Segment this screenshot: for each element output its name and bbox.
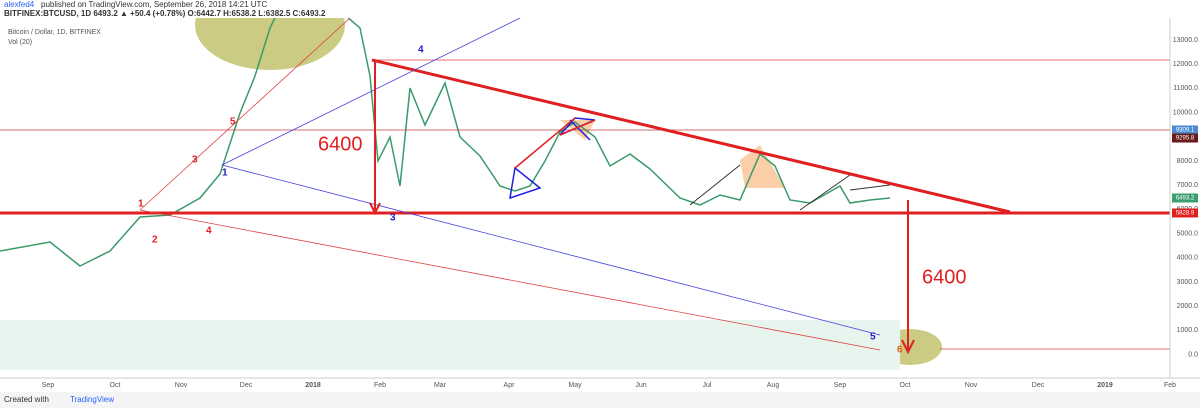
time-label: 2018 [305, 382, 321, 389]
annotation: 5 [870, 332, 876, 343]
time-label: Sep [834, 382, 847, 389]
price-label: 5000.0 [1177, 230, 1199, 237]
indicator: Vol (20) [8, 39, 32, 46]
price-label: 2000.0 [1177, 303, 1199, 310]
plot [0, 18, 1170, 370]
trend-line [221, 164, 881, 336]
time-label: Jun [635, 382, 646, 389]
time-label: Feb [1164, 382, 1176, 389]
annotation: 6400 [922, 266, 967, 288]
symbol-line: BITFINEX:BTCUSD, 1D 6493.2 ▲ +50.4 (+0.7… [4, 9, 326, 18]
trend-line [371, 58, 1011, 214]
time-label: May [568, 382, 582, 389]
price-label: 12000.0 [1173, 61, 1198, 68]
footer-bar [0, 392, 1200, 408]
price-badge [1172, 125, 1198, 135]
price-label: 3000.0 [1177, 279, 1199, 286]
price-label: 7000.0 [1177, 182, 1199, 189]
price-badge-label: 5828.9 [1176, 211, 1195, 217]
footer-created: Created with [4, 395, 49, 404]
footer-brand: TradingView [70, 395, 114, 404]
price-label: 1000.0 [1177, 327, 1199, 334]
arrow [369, 60, 915, 355]
annotation: 6 [897, 345, 903, 356]
published: published on TradingView.com, September … [41, 0, 267, 9]
time-label: Aug [767, 382, 780, 389]
time-label: Dec [1032, 382, 1045, 389]
time-label: Oct [110, 382, 121, 389]
pattern [514, 117, 596, 169]
price-label: 13000.0 [1173, 37, 1198, 44]
price-line [0, 18, 891, 267]
price-label: 4000.0 [1177, 255, 1199, 262]
time-label: Dec [240, 382, 253, 389]
price-label: 11000.0 [1173, 85, 1198, 92]
annotation: 3 [390, 213, 396, 224]
price-badge [1172, 193, 1198, 203]
annotation: 1 [138, 199, 144, 210]
time-label: 2019 [1097, 382, 1113, 389]
time-label: Mar [434, 382, 447, 389]
annotation: 5 [230, 117, 236, 128]
time-label: Oct [900, 382, 911, 389]
annotation: 2 [152, 235, 158, 246]
price-label: 8000.0 [1177, 158, 1199, 165]
price-badge-label: 9309.1 [1176, 128, 1195, 134]
time-label: Nov [965, 382, 978, 389]
time-label: Sep [42, 382, 55, 389]
time-label: Jul [703, 382, 712, 389]
price-badge [1172, 208, 1198, 218]
price-badge-label: 6493.2 [1176, 196, 1195, 202]
time-label: Apr [504, 382, 516, 389]
pattern [689, 164, 891, 211]
trend-line [221, 18, 521, 166]
annotation: 4 [418, 45, 424, 56]
trend-line [139, 209, 881, 351]
annotation: 4 [206, 226, 212, 237]
annotation: 1 [222, 168, 228, 179]
price-label: 0.0 [1188, 351, 1198, 358]
price-badge-label: 9295.8 [1176, 136, 1195, 142]
chart-title: Bitcoin / Dollar, 1D, BITFINEX [8, 29, 101, 36]
annotation: 6400 [318, 133, 363, 155]
trend-line [139, 18, 351, 211]
author: alexfed4 [4, 0, 35, 9]
time-label: Feb [374, 382, 386, 389]
time-label: Nov [175, 382, 188, 389]
price-badge [1172, 133, 1198, 143]
price-label: 10000.0 [1173, 109, 1198, 116]
volume-area [0, 320, 900, 370]
annotation: 3 [192, 155, 198, 166]
